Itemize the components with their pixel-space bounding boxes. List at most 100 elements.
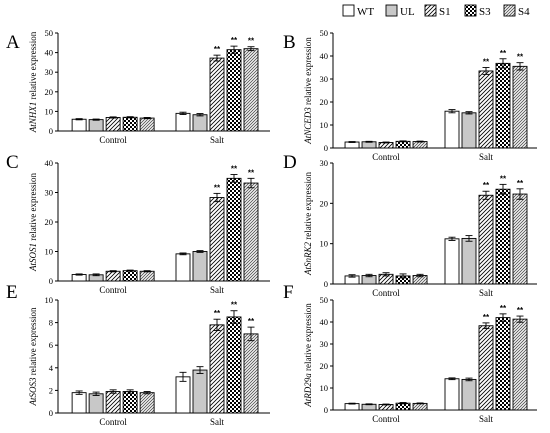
- panel-letter-e: E: [6, 282, 18, 303]
- y-tick-label: 30: [320, 158, 329, 168]
- y-axis-label-rest: relative expression: [303, 303, 313, 373]
- x-category-label: Salt: [479, 414, 494, 424]
- significance-star: **: [231, 36, 238, 45]
- y-axis-label: AtNCED3 relative expression: [303, 37, 313, 145]
- significance-star: **: [214, 183, 221, 192]
- significance-star: **: [248, 37, 255, 46]
- bar-s4-salt: [512, 318, 528, 411]
- x-category-label: Control: [99, 417, 127, 427]
- y-tick-label: 20: [320, 198, 329, 208]
- x-category-label: Control: [99, 135, 127, 145]
- legend-swatch-wt: [342, 4, 355, 17]
- y-axis-label: AtSOS1 relative expression: [28, 173, 38, 272]
- y-tick-label: 8: [49, 318, 53, 328]
- y-axis-gene: AtSOS1: [28, 243, 38, 272]
- panel-d: 0 10 20 30 AtSnRK2 relative expression Contro…: [303, 158, 537, 298]
- panel-letter-a: A: [6, 32, 20, 53]
- y-axis-label-rest: relative expression: [28, 307, 38, 377]
- bar-s4-control: [139, 117, 155, 132]
- y-tick-label: 0: [49, 408, 53, 418]
- bar-s3-control: [122, 391, 138, 414]
- bar-ul-salt: [461, 237, 477, 285]
- x-category-label: Salt: [210, 135, 225, 145]
- y-axis-gene: AtRD29a: [303, 373, 313, 408]
- bar-wt-control: [71, 392, 87, 414]
- bar-s1-salt: [209, 57, 225, 132]
- bar-s3-control: [122, 270, 138, 282]
- y-tick-label: 2: [49, 385, 53, 395]
- bar-s4-salt: [243, 182, 259, 282]
- panel-a: 0 10 20 30 40 50 AtNHX1 relative expression Con…: [28, 28, 270, 145]
- bar-s4-control: [139, 392, 155, 414]
- panel-e: 0 2 4 6 8 10 AtSOS3 relative expression Control…: [28, 295, 270, 427]
- significance-star: **: [500, 304, 507, 313]
- y-axis-label-rest: relative expression: [303, 172, 313, 242]
- y-axis-gene: AtNHX1: [28, 102, 38, 134]
- legend-label-s1: S1: [439, 6, 451, 18]
- bar-s1-salt: [478, 70, 494, 149]
- bar-wt-control: [344, 403, 360, 411]
- bar-ul-salt: [461, 378, 477, 411]
- y-tick-label: 0: [49, 276, 53, 286]
- y-tick-label: 10: [45, 106, 54, 116]
- bar-wt-salt: [444, 378, 460, 411]
- x-category-label: Control: [372, 288, 400, 298]
- y-tick-label: 50: [320, 28, 329, 38]
- panel-letter-c: C: [6, 152, 19, 173]
- y-tick-label: 20: [45, 217, 54, 227]
- y-axis-label-rest: relative expression: [28, 31, 38, 101]
- y-tick-label: 0: [49, 126, 53, 136]
- bar-s4-salt: [512, 193, 528, 285]
- x-category-label: Salt: [210, 285, 225, 295]
- bar-s1-salt: [209, 197, 225, 282]
- significance-star: **: [517, 53, 524, 62]
- y-tick-label: 10: [45, 295, 54, 305]
- y-axis-gene: AtSOS3: [28, 377, 38, 406]
- y-tick-label: 10: [45, 247, 54, 257]
- y-tick-label: 50: [45, 28, 54, 38]
- significance-star: **: [500, 49, 507, 58]
- bar-s1-control: [105, 117, 121, 132]
- y-tick-label: 30: [45, 67, 54, 77]
- y-tick-label: 20: [320, 97, 329, 107]
- bar-s3-control: [122, 116, 138, 132]
- legend: WT UL S1 S3 S4: [342, 4, 530, 18]
- bar-s3-salt: [495, 317, 511, 411]
- bar-ul-control: [88, 393, 104, 414]
- y-tick-label: 10: [320, 239, 329, 249]
- y-axis-label: AtRD29a relative expression: [303, 303, 313, 408]
- bar-s3-control: [395, 140, 411, 149]
- x-category-label: Control: [99, 285, 127, 295]
- bar-s3-salt: [495, 188, 511, 285]
- significance-star: **: [248, 317, 255, 326]
- legend-swatch-s1: [424, 4, 437, 17]
- bar-s4-salt: [512, 65, 528, 149]
- bar-s3-salt: [226, 316, 242, 414]
- bar-ul-salt: [461, 112, 477, 149]
- bar-wt-salt: [444, 110, 460, 149]
- y-tick-label: 0: [324, 405, 328, 415]
- legend-swatch-s4: [503, 4, 516, 17]
- significance-star: **: [231, 301, 238, 310]
- panel-c: 0 10 20 30 40 AtSOS1 relative expression Contr…: [28, 158, 270, 295]
- y-tick-label: 30: [45, 188, 54, 198]
- significance-star: **: [214, 45, 221, 54]
- bar-s3-salt: [226, 177, 242, 282]
- y-tick-label: 20: [320, 361, 329, 371]
- y-tick-label: 0: [324, 143, 328, 153]
- bar-ul-control: [88, 119, 104, 132]
- significance-star: **: [214, 309, 221, 318]
- bar-ul-salt: [192, 114, 208, 132]
- x-category-label: Salt: [210, 417, 225, 427]
- bar-wt-salt: [175, 376, 191, 414]
- bar-s1-salt: [209, 324, 225, 414]
- panel-f: 0 10 20 30 40 50 AtRD29a relative expression Co…: [303, 295, 537, 424]
- y-tick-label: 30: [320, 339, 329, 349]
- bar-s3-salt: [226, 49, 242, 132]
- y-axis-gene: AtNCED3: [303, 107, 313, 145]
- bar-s4-control: [139, 270, 155, 282]
- x-category-label: Control: [372, 152, 400, 162]
- legend-label-s4: S4: [518, 6, 530, 18]
- bar-s1-salt: [478, 325, 494, 411]
